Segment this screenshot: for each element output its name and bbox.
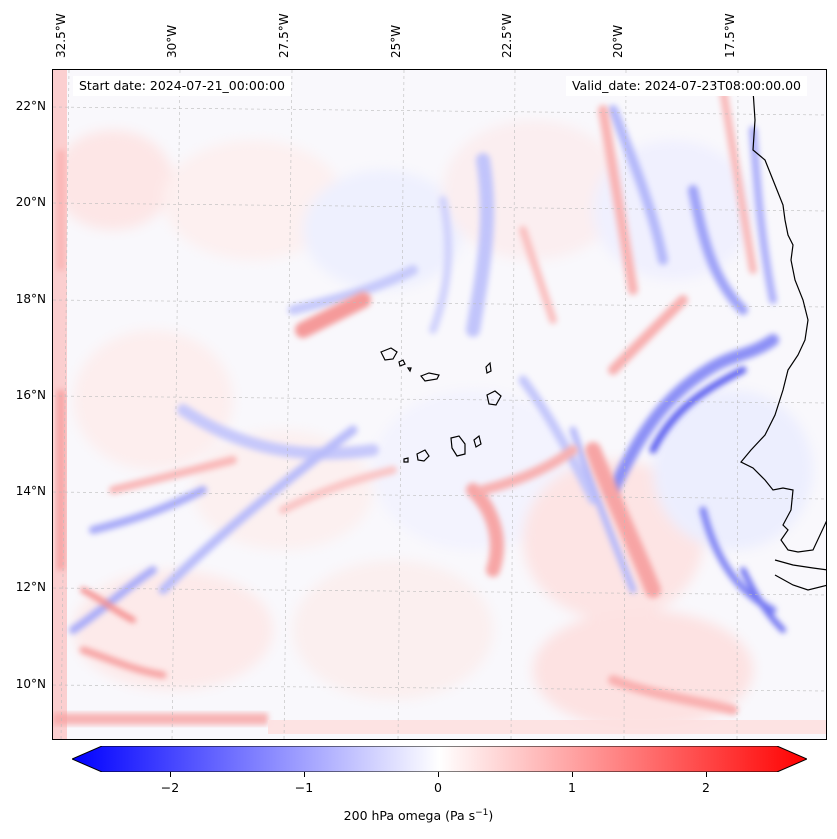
island-sao-vicente [398, 359, 406, 367]
lon-label-30w: 30°W [165, 24, 179, 58]
island-fogo [416, 449, 430, 462]
colorbar-tick-mark [572, 772, 573, 777]
colorbar-label: 200 hPa omega (Pa s−1) [343, 808, 494, 824]
island-santa-luzia [406, 367, 412, 373]
lat-label-20n: 20°N [15, 195, 46, 209]
colorbar-tick-label: 2 [702, 780, 710, 795]
colorbar-tick-label: 1 [568, 780, 576, 795]
lon-label-17-5w: 17.5°W [723, 13, 737, 58]
colorbar-variable: 200 hPa omega [343, 808, 442, 824]
graticule [53, 70, 826, 739]
bottom-boundary-band [53, 713, 268, 725]
colorbar-units-exponent: −1 [475, 808, 489, 818]
africa-coastline [740, 89, 826, 591]
lon-label-20w: 20°W [611, 24, 625, 58]
colorbar-tick-mark [706, 772, 707, 777]
field-blue-streaks [69, 105, 786, 634]
island-santo-antao [380, 347, 398, 361]
lon-label-25w: 25°W [389, 24, 403, 58]
colorbar-tick-label: 0 [434, 780, 442, 795]
lat-label-22n: 22°N [15, 99, 46, 113]
island-santiago [450, 435, 466, 457]
lon-label-27-5w: 27.5°W [277, 13, 291, 58]
colorbar-tick-label: −2 [160, 780, 180, 795]
lon-label-32-5w: 32.5°W [54, 13, 68, 58]
lon-label-22-5w: 22.5°W [500, 13, 514, 58]
colorbar-tick-mark [170, 772, 171, 777]
start-date-label: Start date: 2024-07-21_00:00:00 [73, 76, 291, 96]
island-boa-vista [486, 390, 502, 406]
colorbar-body [72, 746, 807, 772]
colorbar-units: Pa s [450, 808, 476, 824]
island-brava [403, 457, 409, 463]
field-red-streaks [79, 86, 757, 715]
lat-label-16n: 16°N [15, 388, 46, 402]
colorbar [72, 746, 807, 772]
colorbar-tick-label: −1 [294, 780, 314, 795]
coastline [380, 89, 826, 591]
lat-label-14n: 14°N [15, 484, 46, 498]
omega-field-map [53, 70, 826, 739]
island-maio [473, 434, 482, 448]
map-panel[interactable] [52, 69, 827, 740]
valid-date-label: Valid_date: 2024-07-23T08:00:00.00 [565, 76, 807, 96]
lat-label-12n: 12°N [15, 580, 46, 594]
island-sao-nicolau [420, 372, 440, 382]
lat-label-10n: 10°N [15, 677, 46, 691]
colorbar-tick-mark [438, 772, 439, 777]
lat-label-18n: 18°N [15, 292, 46, 306]
colorbar-tick-mark [304, 772, 305, 777]
island-sal [485, 361, 492, 374]
